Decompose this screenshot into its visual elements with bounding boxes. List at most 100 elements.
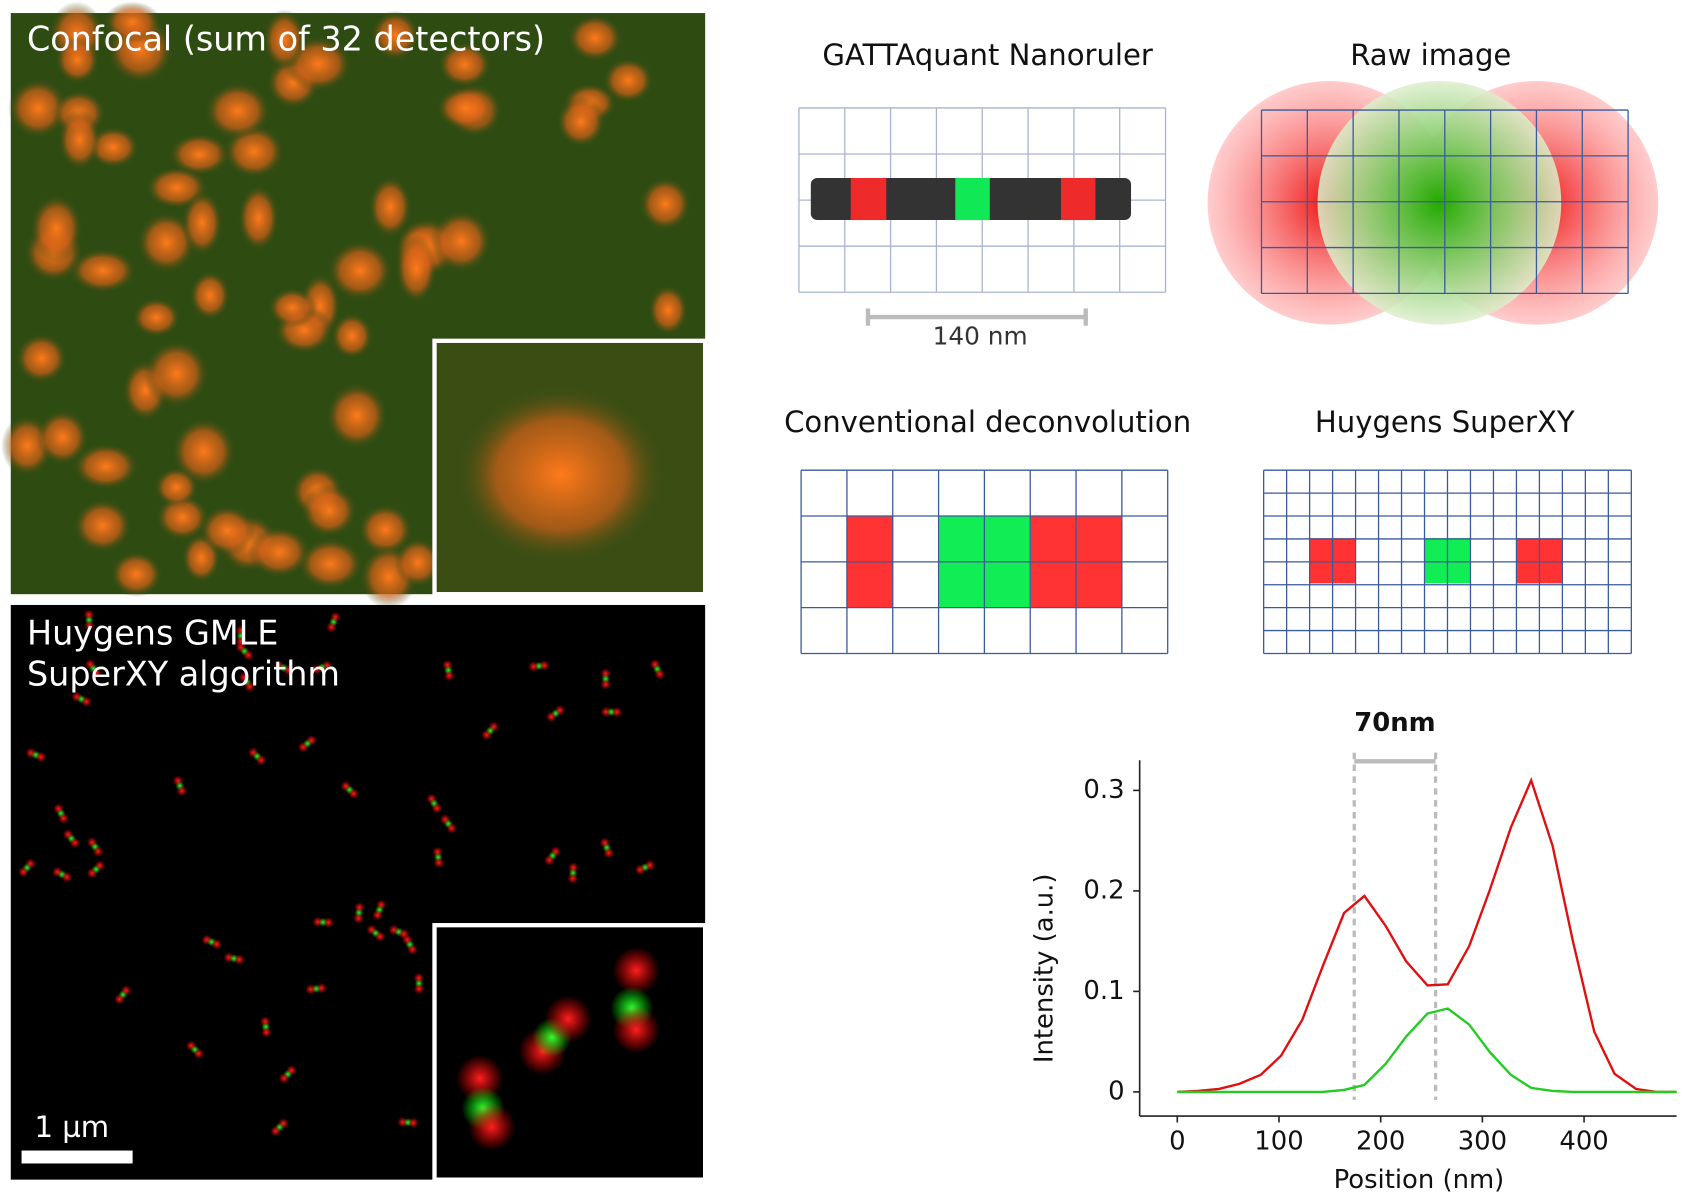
spot <box>326 621 337 633</box>
spot <box>132 297 181 338</box>
spot <box>430 209 492 273</box>
x-tick-label: 200 <box>1356 1126 1405 1156</box>
spot <box>110 551 163 598</box>
spot <box>407 944 418 955</box>
spot <box>168 132 231 176</box>
series-line <box>1177 1007 1677 1094</box>
y-tick-label: 0.3 <box>1083 775 1124 805</box>
spot <box>242 649 254 661</box>
spot <box>325 382 389 449</box>
spot <box>176 785 188 797</box>
confocal-spots <box>1 1 692 609</box>
x-tick-label: 0 <box>1169 1126 1185 1156</box>
conventional-grid <box>800 469 1169 655</box>
spot <box>198 505 256 556</box>
spot <box>543 854 555 866</box>
inset-spots <box>456 946 660 1151</box>
spot <box>261 1026 272 1038</box>
spot <box>567 14 623 62</box>
spot <box>545 711 557 723</box>
spot <box>481 729 493 741</box>
spot <box>437 41 492 88</box>
scale-bar <box>21 1150 133 1164</box>
spot <box>211 938 223 950</box>
superxy-title: SuperXY algorithm <box>27 655 340 694</box>
spot <box>431 802 443 814</box>
spot <box>611 706 623 718</box>
spot <box>358 503 413 556</box>
spot <box>81 696 92 707</box>
y-tick-label: 0 <box>1108 1076 1124 1106</box>
spot <box>72 442 139 490</box>
raw-title: Raw image <box>1350 38 1511 72</box>
inset-spot <box>452 382 669 567</box>
spot <box>330 312 374 360</box>
spot <box>603 847 615 859</box>
spot <box>413 983 425 995</box>
spot <box>268 287 317 328</box>
spot <box>602 57 654 104</box>
x-tick-label: 400 <box>1559 1126 1608 1156</box>
spot <box>263 9 306 70</box>
dye-green <box>955 178 990 221</box>
spot <box>7 78 69 139</box>
spot <box>29 194 83 263</box>
spot <box>15 333 68 384</box>
spot <box>433 857 445 869</box>
spot <box>91 667 102 679</box>
spot <box>58 812 69 824</box>
spot <box>567 873 579 884</box>
spot <box>84 620 95 631</box>
spot <box>181 190 223 256</box>
spot <box>395 234 438 304</box>
spot <box>233 954 245 965</box>
spot <box>372 909 384 921</box>
spot <box>278 1072 290 1084</box>
spot <box>283 664 295 676</box>
spot <box>193 1048 205 1059</box>
spot <box>556 95 606 148</box>
conventional-title: Conventional deconvolution <box>784 405 1191 439</box>
x-axis-label: Position (nm) <box>1334 1165 1505 1195</box>
dye-red <box>1060 178 1096 221</box>
spot <box>237 184 280 252</box>
spot <box>300 484 358 538</box>
spot <box>327 240 393 301</box>
spot <box>648 284 689 336</box>
confocal-title: Confocal (sum of 32 detectors) <box>27 20 545 59</box>
spot <box>61 871 73 883</box>
spot <box>69 248 137 293</box>
spot <box>408 1117 419 1129</box>
spot <box>528 661 539 673</box>
spot <box>374 931 386 942</box>
spot <box>323 917 334 928</box>
spot <box>311 663 323 675</box>
dye-red <box>850 178 887 221</box>
spot <box>235 635 247 647</box>
scale-bar-label: 1 µm <box>35 1110 110 1144</box>
superxy-spots <box>18 609 666 1137</box>
spot <box>368 175 412 238</box>
spot <box>244 681 256 693</box>
x-tick-label: 300 <box>1458 1126 1507 1156</box>
spot <box>103 1 162 43</box>
y-tick-label: 0.2 <box>1083 875 1124 905</box>
spot <box>654 668 666 680</box>
scale-line <box>865 308 1088 326</box>
spot <box>171 417 237 486</box>
spot <box>18 866 29 878</box>
spot <box>370 10 420 60</box>
spot <box>634 864 646 876</box>
spot <box>55 35 100 84</box>
spot <box>136 211 197 273</box>
superxy-title: Huygens GMLE <box>27 614 278 653</box>
spot <box>154 467 199 508</box>
line-chart: 0 0.1 0.2 0.3 0 100 200 300 400 Position (nm) Inte… <box>1029 708 1677 1195</box>
spot <box>353 912 364 924</box>
psf-green <box>1317 80 1562 325</box>
spot <box>639 176 692 231</box>
spot <box>92 846 104 857</box>
spot <box>247 526 311 578</box>
raw-grid <box>1260 109 1629 295</box>
